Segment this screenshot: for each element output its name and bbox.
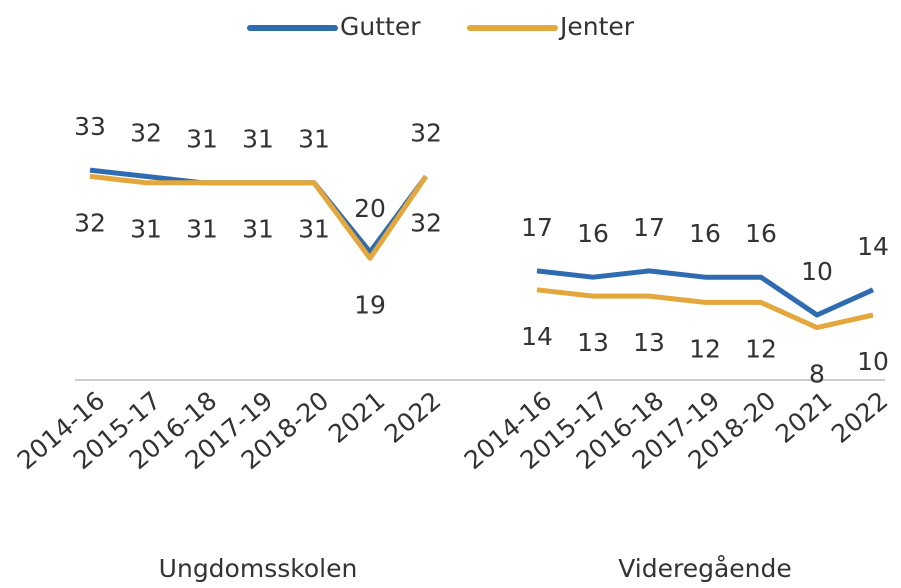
data-label: 32 — [410, 208, 442, 237]
data-label: 16 — [745, 219, 777, 248]
data-label: 10 — [801, 257, 833, 286]
data-label: 12 — [689, 334, 721, 363]
data-label: 16 — [689, 219, 721, 248]
data-label: 31 — [298, 215, 330, 244]
data-label: 13 — [577, 328, 609, 357]
x-tick-label: 2021 — [323, 386, 390, 449]
data-label: 33 — [74, 112, 106, 141]
data-label: 17 — [633, 213, 665, 242]
data-label: 8 — [809, 360, 825, 389]
data-label: 14 — [857, 232, 889, 261]
data-label: 20 — [354, 194, 386, 223]
data-label: 14 — [521, 322, 553, 351]
group-label: Ungdomsskolen — [159, 554, 358, 583]
legend-label: Gutter — [340, 12, 421, 41]
x-tick-label: 2022 — [826, 386, 893, 449]
series-line — [536, 287, 874, 331]
group-label: Videregående — [618, 554, 792, 583]
x-tick-label: 2022 — [379, 386, 446, 449]
data-label: 10 — [857, 347, 889, 376]
data-label: 12 — [745, 334, 777, 363]
data-label: 31 — [242, 215, 274, 244]
data-label: 32 — [410, 118, 442, 147]
data-label: 13 — [633, 328, 665, 357]
x-tick-label: 2021 — [770, 386, 837, 449]
legend-label: Jenter — [558, 12, 635, 41]
data-label: 31 — [298, 125, 330, 154]
data-label: 31 — [186, 125, 218, 154]
data-label: 32 — [74, 208, 106, 237]
data-label: 32 — [130, 118, 162, 147]
data-label: 19 — [354, 290, 386, 319]
data-label: 17 — [521, 213, 553, 242]
data-label: 31 — [186, 215, 218, 244]
data-label: 31 — [242, 125, 274, 154]
data-label: 31 — [130, 215, 162, 244]
series-line — [536, 268, 875, 318]
series-line — [89, 173, 429, 261]
data-label: 16 — [577, 219, 609, 248]
